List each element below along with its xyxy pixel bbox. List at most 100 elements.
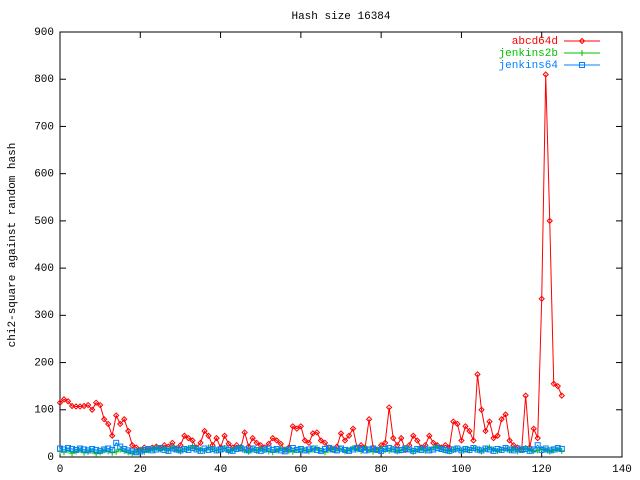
data-point	[201, 427, 208, 435]
data-point	[205, 446, 212, 453]
x-tick-label: 20	[134, 464, 147, 476]
data-point	[530, 446, 537, 453]
data-point	[173, 446, 180, 453]
data-point	[358, 445, 365, 452]
data-point	[538, 446, 545, 453]
data-point	[406, 446, 413, 453]
data-point	[177, 447, 184, 454]
data-point	[466, 446, 473, 453]
data-point	[434, 445, 441, 452]
data-point	[317, 437, 325, 444]
y-tick-label: 900	[34, 27, 54, 39]
data-point	[92, 399, 100, 406]
data-point	[381, 439, 389, 447]
data-point	[293, 425, 301, 432]
data-point	[305, 439, 313, 447]
data-point	[450, 418, 457, 425]
data-point	[554, 382, 561, 390]
data-point	[129, 448, 136, 455]
data-point	[249, 434, 256, 442]
data-point	[462, 445, 469, 452]
data-point	[422, 445, 429, 452]
data-point	[229, 447, 236, 454]
data-point	[474, 371, 481, 378]
data-point	[530, 425, 537, 432]
data-point	[418, 446, 425, 453]
data-point	[538, 295, 545, 303]
data-point	[458, 437, 465, 444]
data-point	[354, 445, 361, 452]
data-point	[494, 445, 501, 452]
data-point	[506, 446, 513, 453]
data-point	[68, 402, 76, 410]
data-point	[402, 445, 409, 452]
data-point	[337, 430, 345, 437]
data-point	[65, 445, 72, 452]
data-point	[321, 445, 328, 452]
data-point	[341, 437, 349, 444]
x-tick-label: 100	[452, 464, 472, 476]
data-point	[153, 446, 160, 453]
data-point	[534, 442, 541, 449]
data-point	[64, 398, 72, 405]
data-point	[201, 445, 208, 452]
data-point	[237, 445, 244, 452]
data-point	[84, 401, 92, 409]
legend-label: jenkins2b	[499, 48, 558, 60]
data-point	[430, 446, 437, 453]
data-point	[112, 412, 120, 419]
data-point	[309, 445, 316, 452]
data-point	[522, 445, 529, 452]
data-point	[104, 420, 112, 428]
y-tick-label: 0	[47, 452, 54, 464]
data-point	[301, 437, 309, 444]
data-point	[261, 446, 268, 453]
data-point	[285, 446, 292, 453]
data-point	[81, 446, 88, 453]
data-point	[482, 427, 489, 435]
data-point	[77, 445, 84, 452]
data-point	[149, 447, 156, 454]
data-point	[426, 432, 433, 439]
data-point	[213, 434, 220, 442]
y-tick-label: 300	[34, 310, 54, 322]
data-point	[121, 445, 128, 452]
data-point	[426, 447, 433, 454]
data-point	[394, 447, 401, 454]
data-point	[100, 416, 108, 423]
data-point	[313, 446, 320, 453]
data-point	[245, 447, 252, 454]
data-point	[362, 447, 369, 454]
data-point	[398, 446, 405, 453]
data-point	[297, 423, 305, 430]
series-line	[59, 74, 563, 451]
data-point	[366, 446, 373, 453]
y-tick-label: 800	[34, 74, 54, 86]
data-point	[414, 445, 421, 452]
data-point	[137, 448, 144, 455]
y-tick-label: 200	[34, 357, 54, 369]
data-point	[321, 439, 329, 447]
data-point	[73, 446, 80, 453]
data-point	[514, 445, 521, 452]
data-point	[213, 447, 220, 454]
data-point	[349, 425, 357, 432]
data-point	[357, 441, 365, 449]
legend-marker	[579, 50, 585, 56]
data-point	[554, 445, 561, 452]
data-point	[225, 440, 232, 447]
data-point	[97, 447, 104, 454]
data-point	[269, 434, 276, 442]
data-point	[205, 432, 212, 439]
data-point	[466, 427, 473, 435]
legend-label: jenkins64	[499, 60, 559, 72]
data-point	[125, 447, 132, 454]
data-point	[438, 445, 445, 452]
data-point	[129, 441, 136, 449]
data-point	[486, 418, 493, 425]
data-point	[257, 447, 264, 454]
data-point	[442, 446, 449, 453]
data-point	[490, 434, 497, 442]
data-point	[233, 445, 240, 452]
